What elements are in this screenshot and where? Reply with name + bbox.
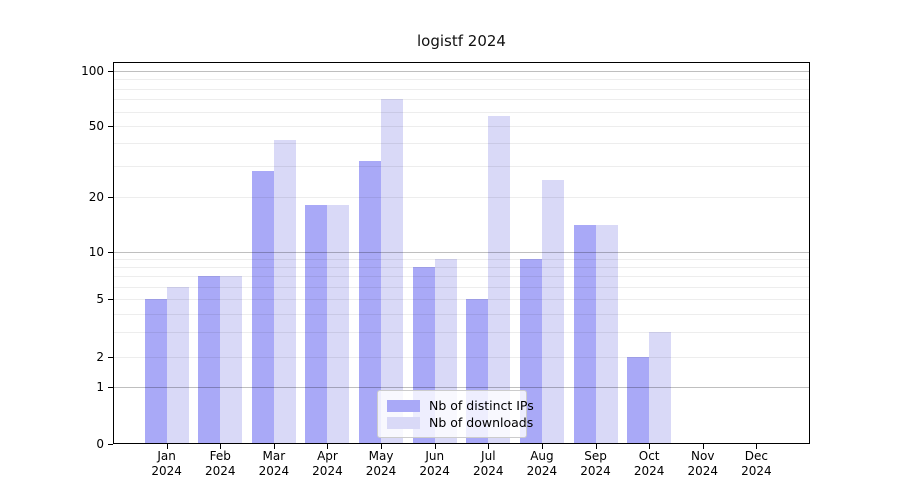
minor-gridline-7 xyxy=(114,276,809,278)
bar-sep-downloads xyxy=(595,225,618,444)
legend-label-downloads: Nb of downloads xyxy=(429,415,534,430)
x-tick-label-feb: Feb 2024 xyxy=(204,449,236,478)
minor-gridline-40 xyxy=(114,143,809,145)
x-tick-mark-oct xyxy=(649,444,651,449)
y-tick-mark-100 xyxy=(108,71,113,72)
minor-gridline-90 xyxy=(114,79,809,81)
y-tick-label-10: 10 xyxy=(88,244,104,259)
y-tick-mark-50 xyxy=(108,126,113,127)
major-gridline-1 xyxy=(114,387,809,389)
x-tick-mark-dec xyxy=(756,444,758,449)
major-gridline-100 xyxy=(114,71,809,72)
bar-mar-downloads xyxy=(273,139,296,444)
x-tick-mark-apr xyxy=(327,444,329,449)
y-tick-mark-0 xyxy=(108,444,113,445)
x-tick-label-aug: Aug 2024 xyxy=(526,449,558,478)
bar-may-downloads xyxy=(381,99,404,444)
x-tick-mark-jun xyxy=(434,444,436,449)
minor-gridline-2 xyxy=(114,356,809,358)
x-tick-label-oct: Oct 2024 xyxy=(633,449,665,478)
legend-row-distinct-ips: Nb of distinct IPs xyxy=(387,397,534,414)
x-tick-label-jul: Jul 2024 xyxy=(473,449,504,478)
bar-feb-distinct-ips xyxy=(198,276,221,444)
y-tick-mark-1 xyxy=(108,387,113,389)
minor-gridline-4 xyxy=(114,313,809,315)
legend-label-distinct-ips: Nb of distinct IPs xyxy=(429,398,534,413)
minor-gridline-8 xyxy=(114,266,809,268)
minor-gridline-9 xyxy=(114,258,809,260)
minor-gridline-6 xyxy=(114,286,809,288)
bar-aug-downloads xyxy=(541,179,564,444)
x-tick-label-dec: Dec 2024 xyxy=(741,449,772,478)
legend-row-downloads: Nb of downloads xyxy=(387,414,533,431)
major-gridline-10 xyxy=(114,251,809,253)
minor-gridline-3 xyxy=(114,332,809,334)
y-tick-label-100: 100 xyxy=(81,64,104,78)
bar-apr-distinct-ips xyxy=(305,205,328,444)
bar-jan-distinct-ips xyxy=(144,299,167,444)
minor-gridline-80 xyxy=(114,88,809,90)
y-tick-label-50: 50 xyxy=(88,119,104,133)
y-tick-mark-10 xyxy=(108,251,113,253)
minor-gridline-5 xyxy=(114,299,809,301)
minor-gridline-20 xyxy=(114,197,809,198)
x-tick-mark-nov xyxy=(702,444,704,449)
bar-jan-downloads xyxy=(166,286,189,444)
minor-gridline-30 xyxy=(114,165,809,167)
x-tick-mark-feb xyxy=(220,444,222,449)
x-tick-mark-jan xyxy=(166,444,168,449)
y-tick-label-0: 0 xyxy=(96,437,104,451)
bar-mar-distinct-ips xyxy=(251,170,274,444)
x-tick-mark-sep xyxy=(595,444,597,449)
bar-sep-distinct-ips xyxy=(573,225,596,444)
x-tick-label-apr: Apr 2024 xyxy=(312,449,343,478)
bar-oct-downloads xyxy=(649,332,672,444)
bar-jul-downloads xyxy=(488,115,511,444)
bar-feb-downloads xyxy=(220,276,243,444)
y-tick-label-2: 2 xyxy=(96,349,104,364)
x-tick-label-mar: Mar 2024 xyxy=(258,449,290,478)
y-tick-mark-2 xyxy=(108,356,113,358)
x-tick-mark-aug xyxy=(541,444,543,449)
y-tick-mark-5 xyxy=(108,299,113,301)
x-tick-label-may: May 2024 xyxy=(365,449,397,478)
y-tick-mark-20 xyxy=(108,197,113,198)
legend: Nb of distinct IPs Nb of downloads xyxy=(377,390,534,438)
y-tick-label-5: 5 xyxy=(96,292,104,307)
bar-oct-distinct-ips xyxy=(627,356,650,444)
legend-swatch-distinct-ips xyxy=(387,399,420,412)
x-tick-label-jan: Jan 2024 xyxy=(151,449,182,478)
legend-swatch-downloads xyxy=(387,416,420,429)
chart-title: logistf 2024 xyxy=(417,32,506,50)
x-tick-label-jun: Jun 2024 xyxy=(419,449,450,478)
x-tick-mark-mar xyxy=(273,444,275,449)
minor-gridline-70 xyxy=(114,99,809,101)
minor-gridline-50 xyxy=(114,126,809,127)
y-tick-label-20: 20 xyxy=(88,190,104,204)
minor-gridline-60 xyxy=(114,111,809,113)
y-tick-label-1: 1 xyxy=(96,380,104,395)
x-tick-mark-may xyxy=(381,444,383,449)
bar-apr-downloads xyxy=(327,205,350,444)
x-tick-label-sep: Sep 2024 xyxy=(580,449,611,478)
x-tick-label-nov: Nov 2024 xyxy=(687,449,719,478)
bar-may-distinct-ips xyxy=(359,160,382,444)
x-tick-mark-jul xyxy=(488,444,490,449)
